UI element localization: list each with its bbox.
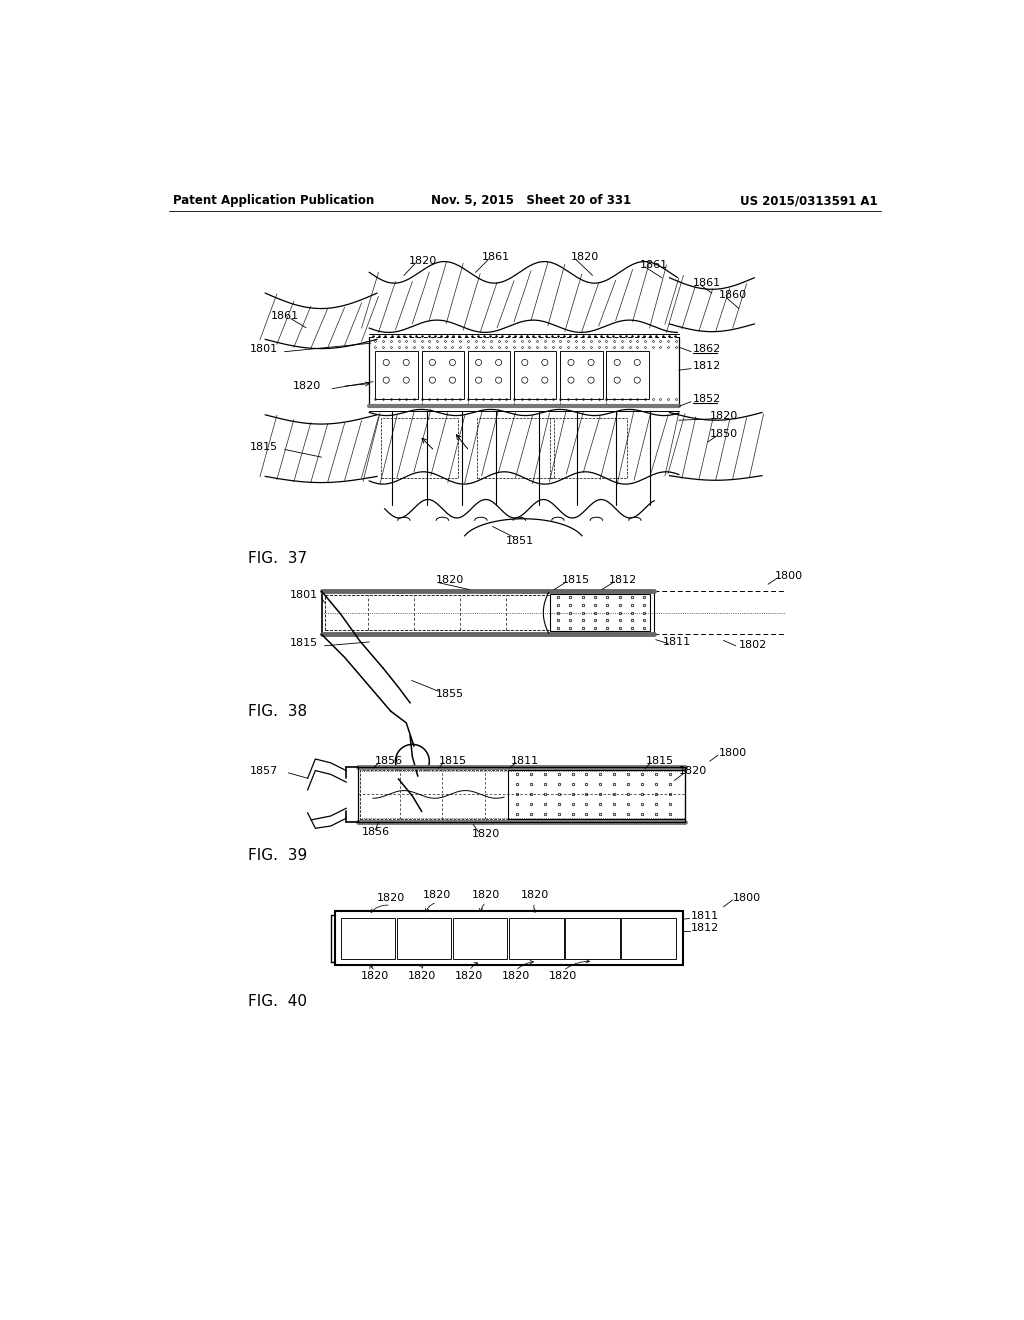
Text: 1812: 1812 [691,924,720,933]
Text: 1820: 1820 [361,972,389,981]
Text: 1812: 1812 [609,574,638,585]
Text: 1815: 1815 [250,442,279,453]
Text: 1851: 1851 [506,536,534,546]
Text: 1820: 1820 [293,381,322,391]
Text: 1856: 1856 [375,755,402,766]
Text: 1820: 1820 [549,972,578,981]
Text: 1820: 1820 [710,412,737,421]
Text: 1861: 1861 [692,279,721,288]
Text: 1820: 1820 [520,890,549,899]
Text: FIG.  37: FIG. 37 [248,552,307,566]
Bar [381,418,458,478]
Text: 1820: 1820 [679,767,707,776]
Bar [468,351,510,399]
Text: Nov. 5, 2015   Sheet 20 of 331: Nov. 5, 2015 Sheet 20 of 331 [431,194,631,207]
Bar [397,917,452,960]
Bar [376,351,418,399]
Text: US 2015/0313591 A1: US 2015/0313591 A1 [739,194,878,207]
Bar [550,418,628,478]
Bar [477,418,554,478]
Text: 1852: 1852 [692,395,721,404]
Text: 1856: 1856 [361,828,389,837]
Bar [560,351,602,399]
Text: 1820: 1820 [436,576,464,585]
Bar [509,917,563,960]
Text: 1861: 1861 [482,252,510,261]
Text: 1860: 1860 [719,290,746,301]
Text: 1857: 1857 [250,766,279,776]
Text: 1820: 1820 [456,972,483,981]
Text: 1815: 1815 [438,755,467,766]
Text: 1820: 1820 [472,829,501,840]
Text: FIG.  39: FIG. 39 [248,847,307,863]
Bar [550,594,650,631]
Text: 1820: 1820 [570,252,599,261]
Text: FIG.  38: FIG. 38 [248,704,307,719]
Bar [335,911,683,965]
Text: 1862: 1862 [692,345,721,354]
Bar [622,917,676,960]
Bar [325,595,552,631]
Text: Patent Application Publication: Patent Application Publication [173,194,374,207]
Text: 1820: 1820 [472,890,501,899]
Bar [606,351,649,399]
Bar [514,351,556,399]
Text: 1815: 1815 [291,639,318,648]
Text: 1800: 1800 [719,748,746,758]
Bar [453,917,508,960]
Text: 1815: 1815 [646,755,675,766]
Text: 1802: 1802 [739,640,767,649]
Text: 1811: 1811 [691,911,719,921]
Text: 1801: 1801 [250,345,279,354]
Text: 1800: 1800 [775,570,803,581]
Text: 1800: 1800 [732,892,761,903]
Text: 1855: 1855 [436,689,464,698]
Text: 1811: 1811 [664,638,691,647]
Text: 1850: 1850 [710,429,737,440]
Bar [565,917,620,960]
Text: 1820: 1820 [423,890,452,899]
Bar [341,917,395,960]
Bar [422,351,464,399]
Bar [508,770,685,818]
Text: 1820: 1820 [408,972,436,981]
Text: 1811: 1811 [511,755,539,766]
Text: 1801: 1801 [291,590,318,601]
Text: 1861: 1861 [270,312,299,321]
Text: 1815: 1815 [561,574,590,585]
Text: 1812: 1812 [692,362,721,371]
Text: 1861: 1861 [640,260,669,269]
Text: 1820: 1820 [409,256,437,265]
Text: 1820: 1820 [502,972,529,981]
Bar [360,770,508,818]
Text: FIG.  40: FIG. 40 [248,994,306,1008]
Text: 1820: 1820 [377,892,404,903]
